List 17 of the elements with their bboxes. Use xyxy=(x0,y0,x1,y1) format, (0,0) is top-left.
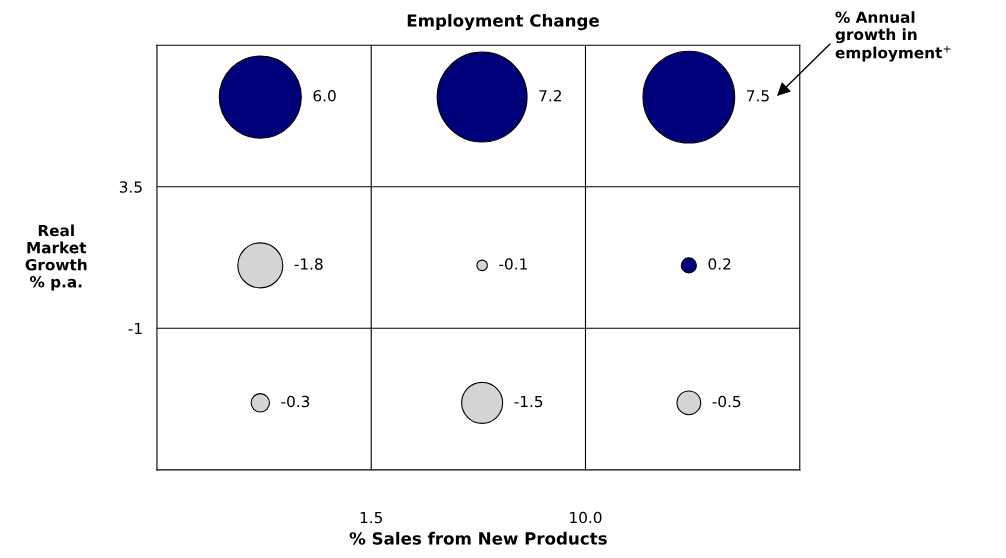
y-tick-label: -1 xyxy=(128,322,142,335)
annotation: 7.5 xyxy=(747,90,769,102)
annotation: 0.2 xyxy=(708,258,731,270)
annotation: -1.5 xyxy=(514,395,543,408)
y-tick-label: 3.5 xyxy=(119,181,142,193)
annotation: -0.5 xyxy=(712,395,741,408)
text: % Annual growth in employment$^{+}$ xyxy=(835,11,951,62)
annotation: 6.0 xyxy=(313,89,336,102)
x-axis-title: % Sales from New Products xyxy=(349,531,607,545)
y-axis-title: Real Market Growth % p.a. xyxy=(25,224,87,291)
x-tick-label: 10.0 xyxy=(570,511,602,524)
annotation: -0.3 xyxy=(281,395,310,408)
annotation: -1.8 xyxy=(294,258,323,270)
x-tick-label: 1.5 xyxy=(360,511,383,524)
annotation: 7.2 xyxy=(539,89,561,102)
chart-title: Employment Change xyxy=(407,13,599,31)
annotation: -0.1 xyxy=(499,258,527,270)
